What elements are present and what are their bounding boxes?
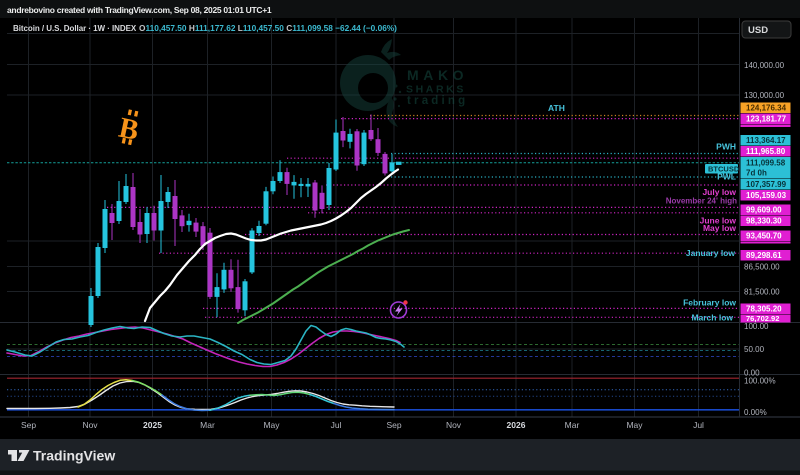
svg-text:76,702.92: 76,702.92 — [746, 314, 779, 323]
svg-text:PWH: PWH — [716, 142, 736, 152]
svg-text:2025: 2025 — [143, 420, 162, 430]
svg-text:Sep: Sep — [386, 420, 401, 430]
svg-text:2026: 2026 — [507, 420, 526, 430]
svg-text:June low: June low — [700, 215, 737, 225]
svg-text:Mar: Mar — [565, 420, 580, 430]
svg-text:USD: USD — [748, 25, 768, 36]
svg-text:February low: February low — [683, 298, 736, 308]
svg-text:Bitcoin / U.S. Dollar · 1W · I: Bitcoin / U.S. Dollar · 1W · INDEX — [13, 24, 137, 33]
svg-text:140,000.00: 140,000.00 — [744, 61, 785, 70]
svg-text:Jul: Jul — [693, 420, 704, 430]
svg-text:January low: January low — [686, 248, 736, 258]
svg-text:100.00%: 100.00% — [744, 376, 776, 385]
svg-text:93,450.70: 93,450.70 — [746, 232, 782, 241]
svg-text:Nov: Nov — [446, 420, 462, 430]
svg-text:MAKO: MAKO — [407, 67, 468, 83]
svg-text:123,181.77: 123,181.77 — [746, 115, 787, 124]
svg-text:111,099.58: 111,099.58 — [746, 159, 786, 168]
svg-text:50.00: 50.00 — [744, 345, 765, 354]
svg-text:Nov: Nov — [82, 420, 98, 430]
svg-text:May: May — [263, 420, 280, 430]
svg-text:99,609.00: 99,609.00 — [746, 206, 782, 215]
svg-text:100.00: 100.00 — [744, 322, 769, 331]
svg-text:98,330.30: 98,330.30 — [746, 217, 782, 226]
svg-text:PWL: PWL — [717, 172, 736, 182]
svg-text:86,500.00: 86,500.00 — [744, 263, 780, 272]
svg-text:113,364.17: 113,364.17 — [746, 136, 786, 145]
svg-text:Mar: Mar — [200, 420, 215, 430]
svg-text:July low: July low — [702, 187, 736, 197]
svg-text:107,357.99: 107,357.99 — [746, 180, 787, 189]
svg-text:May low: May low — [703, 223, 736, 233]
svg-text:124,176.34: 124,176.34 — [746, 104, 787, 113]
svg-text:89,298.61: 89,298.61 — [746, 251, 782, 260]
svg-text:May: May — [626, 420, 643, 430]
svg-text:O110,457.50 H111,177.62 L110,4: O110,457.50 H111,177.62 L110,457.50 C111… — [139, 23, 397, 33]
svg-text:andrebovino created with Tradi: andrebovino created with TradingView.com… — [7, 5, 272, 15]
svg-text:0.00: 0.00 — [744, 368, 760, 377]
svg-text:111,965.80: 111,965.80 — [746, 147, 786, 156]
svg-text:78,305.20: 78,305.20 — [746, 305, 782, 314]
svg-text:BTCUSD: BTCUSD — [708, 165, 740, 174]
svg-text:March low: March low — [691, 313, 733, 323]
svg-text:November 24' high: November 24' high — [666, 197, 737, 206]
svg-text:105,159.03: 105,159.03 — [746, 191, 787, 200]
svg-text:SHARKS: SHARKS — [406, 84, 466, 96]
svg-text:Jul: Jul — [331, 420, 342, 430]
svg-text:81,500.00: 81,500.00 — [744, 288, 780, 297]
svg-text:TradingView: TradingView — [33, 448, 115, 464]
svg-text:trading: trading — [407, 95, 468, 107]
svg-text:7d 0h: 7d 0h — [746, 169, 767, 178]
svg-text:0.00%: 0.00% — [744, 408, 767, 417]
svg-text:Sep: Sep — [21, 420, 36, 430]
svg-text:ATH: ATH — [548, 103, 565, 113]
svg-text:130,000.00: 130,000.00 — [744, 91, 785, 100]
